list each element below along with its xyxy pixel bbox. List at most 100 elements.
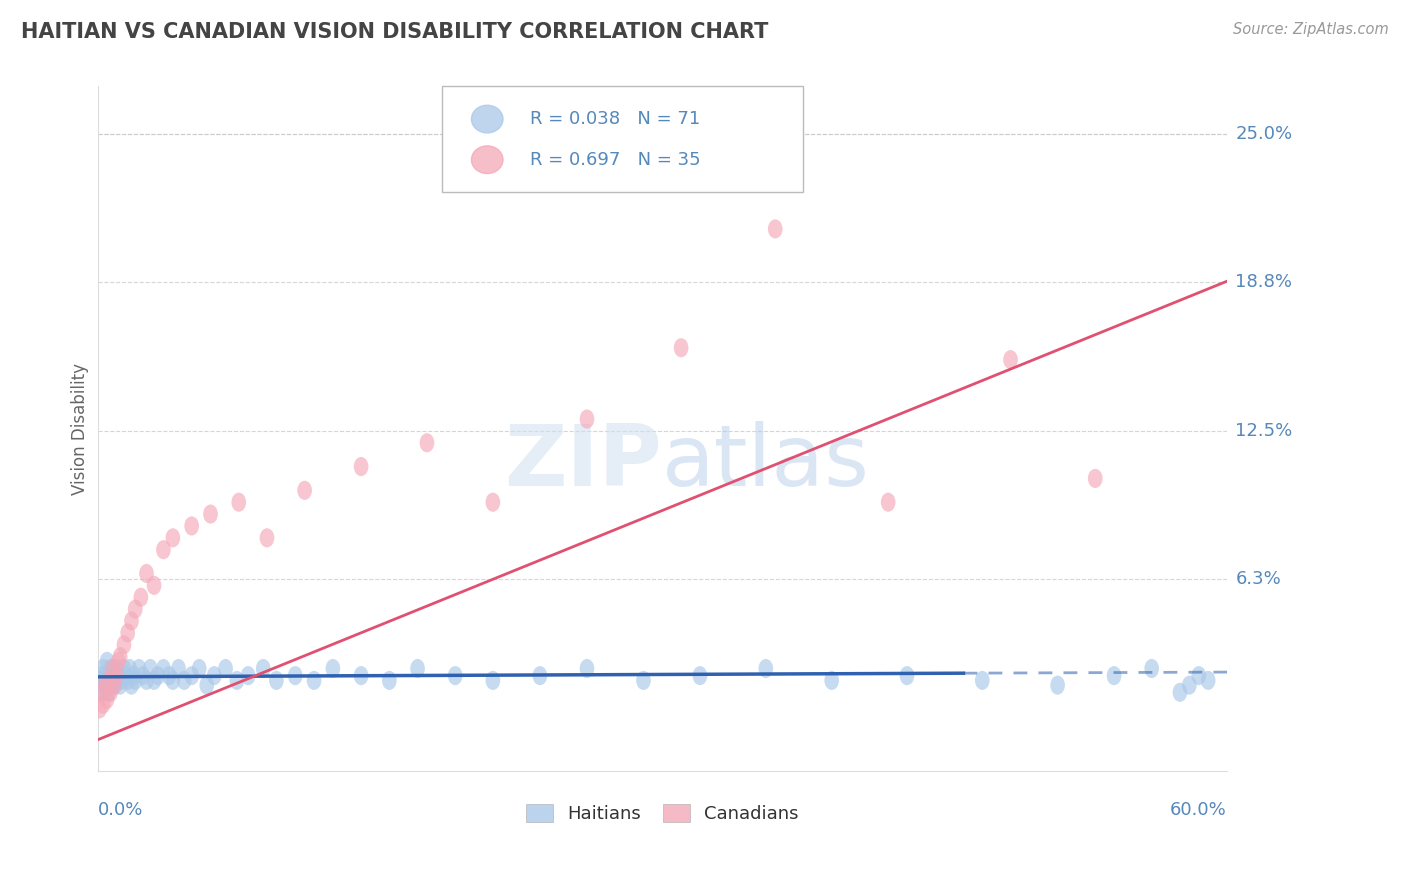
Ellipse shape [98,675,112,695]
Ellipse shape [156,659,170,678]
Ellipse shape [121,624,135,642]
Ellipse shape [1173,682,1187,702]
Ellipse shape [111,652,125,671]
Ellipse shape [139,671,153,690]
Ellipse shape [100,666,114,685]
Ellipse shape [1201,671,1216,690]
Ellipse shape [288,666,302,685]
Ellipse shape [485,671,501,690]
Ellipse shape [326,659,340,678]
Legend: Haitians, Canadians: Haitians, Canadians [526,805,799,823]
Ellipse shape [104,682,118,702]
Ellipse shape [94,682,108,702]
FancyBboxPatch shape [441,87,803,193]
Ellipse shape [297,481,312,500]
Ellipse shape [104,659,118,678]
Ellipse shape [143,659,157,678]
Ellipse shape [900,666,914,685]
Ellipse shape [1004,350,1018,369]
Text: 18.8%: 18.8% [1236,273,1292,292]
Ellipse shape [269,671,284,690]
Ellipse shape [132,659,146,678]
Ellipse shape [166,671,180,690]
Text: HAITIAN VS CANADIAN VISION DISABILITY CORRELATION CHART: HAITIAN VS CANADIAN VISION DISABILITY CO… [21,22,769,42]
Ellipse shape [105,666,120,685]
Ellipse shape [112,675,128,695]
Text: 0.0%: 0.0% [97,801,143,819]
Ellipse shape [96,682,111,702]
Ellipse shape [974,671,990,690]
Ellipse shape [419,434,434,452]
Ellipse shape [172,659,186,678]
Ellipse shape [118,666,134,685]
Ellipse shape [191,659,207,678]
Ellipse shape [256,659,270,678]
Ellipse shape [184,666,200,685]
Ellipse shape [98,675,112,695]
Ellipse shape [107,675,122,695]
Ellipse shape [354,457,368,476]
Ellipse shape [673,338,689,358]
Ellipse shape [110,666,124,685]
Text: atlas: atlas [662,421,870,504]
Ellipse shape [146,575,162,595]
Ellipse shape [135,666,150,685]
Ellipse shape [117,659,131,678]
Ellipse shape [533,666,547,685]
Ellipse shape [579,409,595,428]
Ellipse shape [117,635,131,655]
Text: Source: ZipAtlas.com: Source: ZipAtlas.com [1233,22,1389,37]
Ellipse shape [101,682,117,702]
Ellipse shape [240,666,256,685]
Ellipse shape [177,671,191,690]
Ellipse shape [100,690,114,709]
Ellipse shape [93,699,107,718]
Ellipse shape [105,659,120,678]
Ellipse shape [758,659,773,678]
Ellipse shape [98,671,112,690]
Ellipse shape [107,675,122,695]
Ellipse shape [382,671,396,690]
Ellipse shape [127,666,141,685]
Text: R = 0.038   N = 71: R = 0.038 N = 71 [530,110,700,128]
Ellipse shape [112,647,128,666]
Ellipse shape [485,492,501,512]
Ellipse shape [110,659,124,678]
Ellipse shape [94,666,108,685]
Text: ZIP: ZIP [505,421,662,504]
Ellipse shape [449,666,463,685]
Ellipse shape [232,492,246,512]
Ellipse shape [824,671,839,690]
Ellipse shape [128,599,142,619]
Ellipse shape [307,671,322,690]
Ellipse shape [139,564,153,583]
Ellipse shape [1144,659,1159,678]
Ellipse shape [105,671,120,690]
Text: 60.0%: 60.0% [1170,801,1227,819]
Ellipse shape [146,671,162,690]
Ellipse shape [636,671,651,690]
Ellipse shape [207,666,222,685]
Ellipse shape [768,219,783,238]
Ellipse shape [471,105,503,133]
Ellipse shape [124,675,139,695]
Ellipse shape [134,588,148,607]
Ellipse shape [260,528,274,548]
Ellipse shape [121,671,135,690]
Ellipse shape [96,695,111,714]
Ellipse shape [122,659,136,678]
Ellipse shape [184,516,200,535]
Ellipse shape [1191,666,1206,685]
Ellipse shape [100,652,114,671]
Text: 25.0%: 25.0% [1236,125,1292,143]
Y-axis label: Vision Disability: Vision Disability [72,362,89,494]
Ellipse shape [166,528,180,548]
Ellipse shape [110,671,124,690]
Ellipse shape [104,675,118,695]
Ellipse shape [354,666,368,685]
Ellipse shape [128,671,142,690]
Ellipse shape [101,671,117,690]
Ellipse shape [229,671,245,690]
Ellipse shape [880,492,896,512]
Ellipse shape [101,671,117,690]
